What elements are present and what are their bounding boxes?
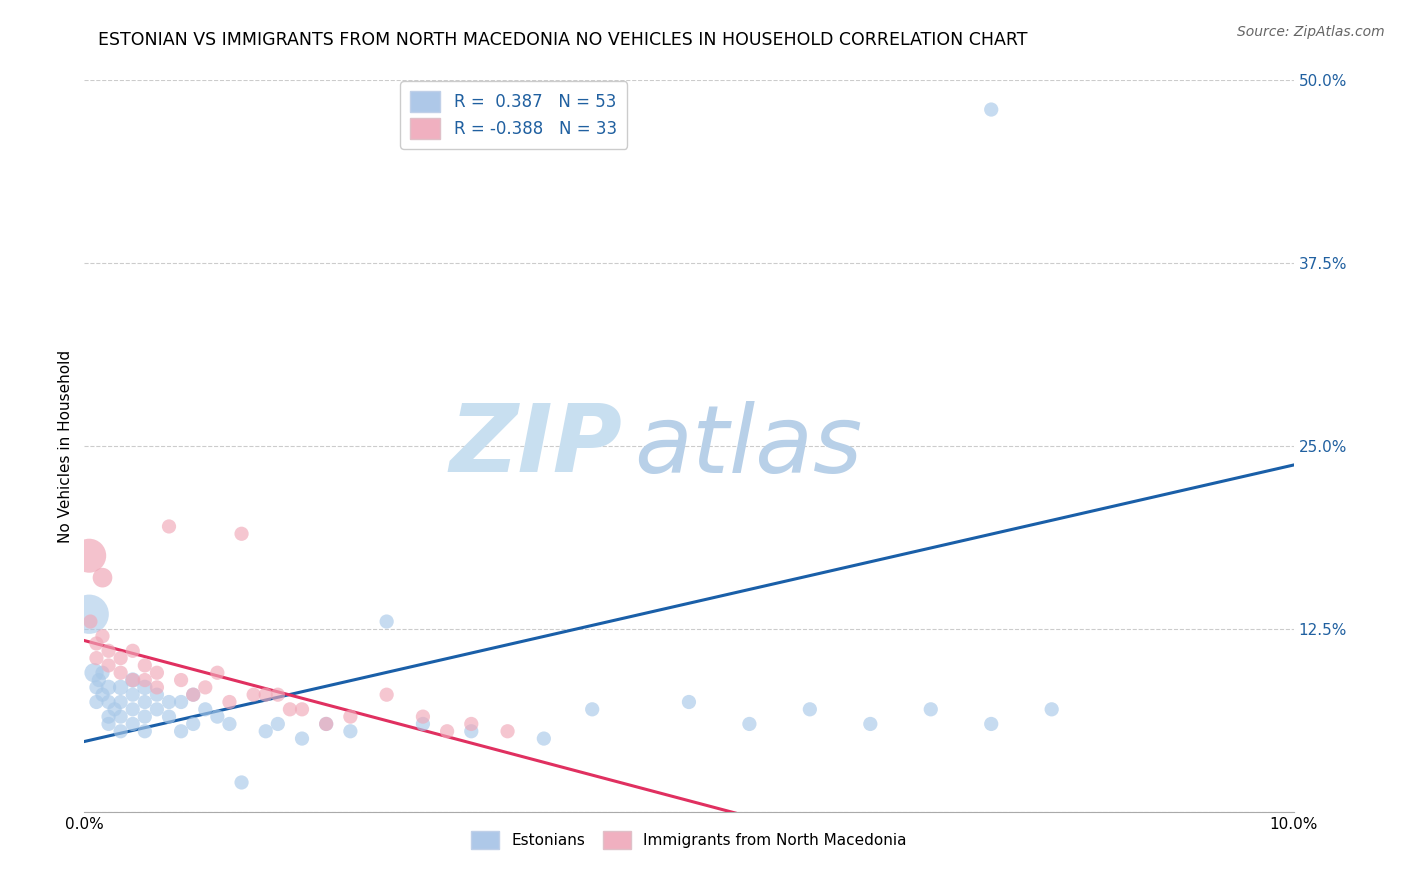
Point <box>157 695 180 709</box>
Point <box>267 688 290 702</box>
Point <box>110 724 132 739</box>
Point <box>496 724 519 739</box>
Point <box>678 695 700 709</box>
Point <box>110 681 132 695</box>
Point <box>980 717 1002 731</box>
Point <box>91 688 114 702</box>
Point <box>920 702 942 716</box>
Point <box>254 688 277 702</box>
Point <box>104 702 127 716</box>
Point <box>91 665 114 680</box>
Point <box>339 724 361 739</box>
Text: Source: ZipAtlas.com: Source: ZipAtlas.com <box>1237 25 1385 39</box>
Point <box>181 688 204 702</box>
Point <box>291 702 314 716</box>
Point <box>146 681 169 695</box>
Point <box>86 681 108 695</box>
Point <box>110 709 132 723</box>
Point <box>121 717 143 731</box>
Point <box>146 665 169 680</box>
Point <box>110 695 132 709</box>
Point <box>339 709 361 723</box>
Point <box>254 724 277 739</box>
Point <box>170 673 193 687</box>
Point <box>291 731 314 746</box>
Point <box>134 681 156 695</box>
Point <box>278 702 301 716</box>
Point <box>134 709 156 723</box>
Point <box>87 673 110 687</box>
Point <box>157 519 180 533</box>
Point <box>980 103 1002 117</box>
Point <box>77 549 100 563</box>
Text: atlas: atlas <box>634 401 863 491</box>
Point <box>134 695 156 709</box>
Point <box>97 658 120 673</box>
Point <box>533 731 555 746</box>
Point <box>91 629 114 643</box>
Point <box>267 717 290 731</box>
Point <box>207 665 229 680</box>
Point <box>97 681 120 695</box>
Point <box>315 717 337 731</box>
Point <box>170 695 193 709</box>
Point <box>121 673 143 687</box>
Point <box>91 571 114 585</box>
Point <box>121 644 143 658</box>
Point <box>207 709 229 723</box>
Point <box>121 688 143 702</box>
Point <box>738 717 761 731</box>
Point <box>86 636 108 650</box>
Point <box>110 665 132 680</box>
Point <box>110 651 132 665</box>
Point <box>194 681 217 695</box>
Legend: Estonians, Immigrants from North Macedonia: Estonians, Immigrants from North Macedon… <box>465 824 912 855</box>
Point <box>121 673 143 687</box>
Point <box>146 688 169 702</box>
Point <box>315 717 337 731</box>
Point <box>97 709 120 723</box>
Point <box>97 717 120 731</box>
Point <box>134 673 156 687</box>
Y-axis label: No Vehicles in Household: No Vehicles in Household <box>58 350 73 542</box>
Point <box>79 615 101 629</box>
Point <box>375 615 398 629</box>
Point <box>231 775 253 789</box>
Point <box>194 702 217 716</box>
Point <box>1040 702 1063 716</box>
Point <box>77 607 100 622</box>
Point <box>218 695 240 709</box>
Point <box>460 717 482 731</box>
Point <box>218 717 240 731</box>
Point <box>121 702 143 716</box>
Point <box>859 717 882 731</box>
Point <box>375 688 398 702</box>
Text: ESTONIAN VS IMMIGRANTS FROM NORTH MACEDONIA NO VEHICLES IN HOUSEHOLD CORRELATION: ESTONIAN VS IMMIGRANTS FROM NORTH MACEDO… <box>98 31 1028 49</box>
Point <box>412 717 434 731</box>
Point <box>97 695 120 709</box>
Point <box>146 702 169 716</box>
Point <box>86 651 108 665</box>
Point <box>581 702 603 716</box>
Point <box>83 665 105 680</box>
Point <box>231 526 253 541</box>
Point <box>97 644 120 658</box>
Point <box>170 724 193 739</box>
Point <box>412 709 434 723</box>
Text: ZIP: ZIP <box>450 400 623 492</box>
Point <box>799 702 821 716</box>
Point <box>460 724 482 739</box>
Point <box>86 695 108 709</box>
Point <box>157 709 180 723</box>
Point <box>242 688 264 702</box>
Point <box>181 717 204 731</box>
Point <box>436 724 458 739</box>
Point <box>134 658 156 673</box>
Point <box>134 724 156 739</box>
Point <box>181 688 204 702</box>
